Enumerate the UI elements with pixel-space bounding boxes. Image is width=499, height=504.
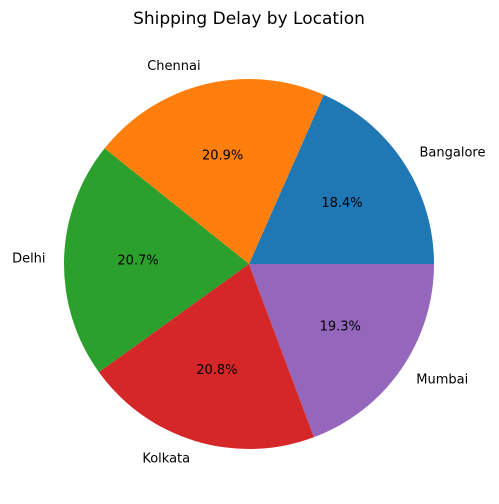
- pie-slice-kolkata: [98, 264, 315, 449]
- pie-slices: [63, 79, 434, 449]
- pie-labels: Bangalore 18.4% Chennai 20.9% Delhi 20.7% Kolk…: [12, 59, 485, 466]
- slice-label-kolkata: Kolkata: [142, 451, 190, 466]
- slice-label-bangalore: Bangalore: [420, 145, 486, 160]
- percent-label-delhi: 20.7%: [117, 254, 158, 269]
- pie-slice-bangalore: [249, 94, 434, 265]
- percent-label-bangalore: 18.4%: [321, 196, 362, 211]
- chart-title: Shipping Delay by Location: [133, 9, 365, 29]
- slice-label-chennai: Chennai: [147, 59, 200, 74]
- pie-slice-delhi: [63, 148, 250, 373]
- percent-label-chennai: 20.9%: [202, 149, 243, 164]
- pie-slice-chennai: [104, 79, 324, 264]
- pie-slice-mumbai: [249, 264, 434, 438]
- percent-label-kolkata: 20.8%: [196, 363, 237, 378]
- slice-label-mumbai: Mumbai: [416, 372, 468, 387]
- percent-label-mumbai: 19.3%: [320, 320, 361, 335]
- slice-label-delhi: Delhi: [12, 251, 45, 266]
